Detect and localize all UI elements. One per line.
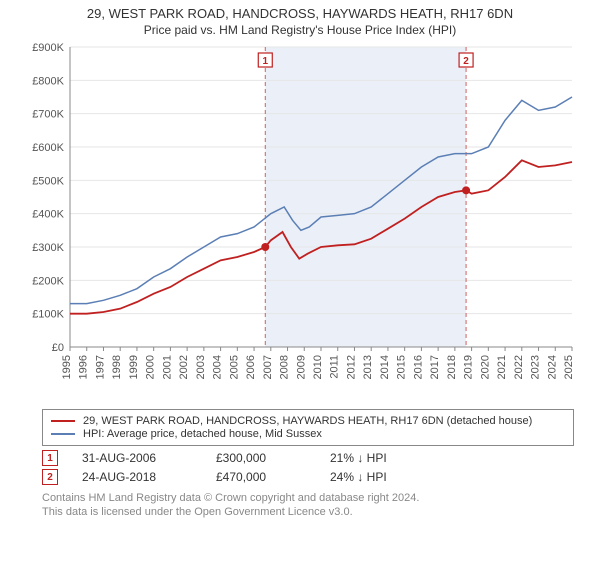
svg-text:£500K: £500K: [32, 175, 64, 187]
svg-text:2023: 2023: [530, 355, 542, 379]
svg-text:2007: 2007: [262, 355, 274, 379]
transaction-marker: 1: [42, 450, 58, 466]
svg-text:£400K: £400K: [32, 209, 64, 221]
svg-text:£200K: £200K: [32, 275, 64, 287]
chart-area: £0 £100K £200K £300K £400K £500K £600K £700K £80…: [20, 41, 580, 401]
svg-text:2006: 2006: [245, 355, 257, 379]
svg-text:2008: 2008: [279, 355, 291, 379]
chart-title: 29, WEST PARK ROAD, HANDCROSS, HAYWARDS …: [0, 6, 600, 21]
legend-row: 29, WEST PARK ROAD, HANDCROSS, HAYWARDS …: [51, 415, 565, 427]
footer-line-2: This data is licensed under the Open Gov…: [42, 505, 574, 519]
transaction-price: £300,000: [216, 451, 306, 465]
svg-text:1996: 1996: [78, 355, 90, 379]
transaction-row: 1 31-AUG-2006 £300,000 21% ↓ HPI: [42, 450, 574, 466]
svg-text:1995: 1995: [61, 355, 73, 379]
svg-text:1997: 1997: [94, 355, 106, 379]
transaction-marker: 2: [42, 469, 58, 485]
transactions-table: 1 31-AUG-2006 £300,000 21% ↓ HPI 2 24-AUG-201…: [42, 450, 574, 485]
svg-text:2011: 2011: [329, 355, 341, 379]
svg-text:2020: 2020: [479, 355, 491, 379]
svg-text:2021: 2021: [496, 355, 508, 379]
svg-text:2024: 2024: [546, 355, 558, 379]
legend-swatch: [51, 433, 75, 435]
svg-text:£300K: £300K: [32, 242, 64, 254]
transaction-price: £470,000: [216, 470, 306, 484]
svg-text:£900K: £900K: [32, 42, 64, 54]
svg-text:2025: 2025: [563, 355, 575, 379]
svg-text:2017: 2017: [429, 355, 441, 379]
svg-text:£0: £0: [52, 342, 64, 354]
svg-text:2001: 2001: [161, 355, 173, 379]
svg-text:2010: 2010: [312, 355, 324, 379]
chart-subtitle: Price paid vs. HM Land Registry's House …: [0, 23, 600, 37]
chart-svg: £0 £100K £200K £300K £400K £500K £600K £700K £80…: [20, 41, 580, 401]
svg-text:2: 2: [463, 56, 469, 67]
svg-text:£800K: £800K: [32, 75, 64, 87]
svg-text:2000: 2000: [145, 355, 157, 379]
svg-text:2002: 2002: [178, 355, 190, 379]
footer-attribution: Contains HM Land Registry data © Crown c…: [42, 491, 574, 520]
transaction-date: 24-AUG-2018: [82, 470, 192, 484]
svg-text:2016: 2016: [412, 355, 424, 379]
svg-text:2005: 2005: [228, 355, 240, 379]
svg-text:2013: 2013: [362, 355, 374, 379]
svg-text:2012: 2012: [345, 355, 357, 379]
legend: 29, WEST PARK ROAD, HANDCROSS, HAYWARDS …: [42, 409, 574, 446]
legend-label: HPI: Average price, detached house, Mid …: [83, 428, 322, 440]
svg-text:2003: 2003: [195, 355, 207, 379]
transaction-delta: 21% ↓ HPI: [330, 451, 387, 465]
svg-text:2009: 2009: [295, 355, 307, 379]
svg-text:£700K: £700K: [32, 109, 64, 121]
transaction-row: 2 24-AUG-2018 £470,000 24% ↓ HPI: [42, 469, 574, 485]
svg-text:1999: 1999: [128, 355, 140, 379]
svg-text:2014: 2014: [379, 355, 391, 379]
legend-row: HPI: Average price, detached house, Mid …: [51, 428, 565, 440]
footer-line-1: Contains HM Land Registry data © Crown c…: [42, 491, 574, 505]
svg-text:£600K: £600K: [32, 142, 64, 154]
legend-swatch: [51, 420, 75, 422]
transaction-delta: 24% ↓ HPI: [330, 470, 387, 484]
svg-text:2019: 2019: [463, 355, 475, 379]
svg-text:1998: 1998: [111, 355, 123, 379]
legend-label: 29, WEST PARK ROAD, HANDCROSS, HAYWARDS …: [83, 415, 532, 427]
transaction-date: 31-AUG-2006: [82, 451, 192, 465]
svg-text:2004: 2004: [212, 355, 224, 379]
svg-text:2018: 2018: [446, 355, 458, 379]
svg-text:2022: 2022: [513, 355, 525, 379]
svg-text:2015: 2015: [396, 355, 408, 379]
svg-text:1: 1: [262, 56, 268, 67]
svg-text:£100K: £100K: [32, 309, 64, 321]
